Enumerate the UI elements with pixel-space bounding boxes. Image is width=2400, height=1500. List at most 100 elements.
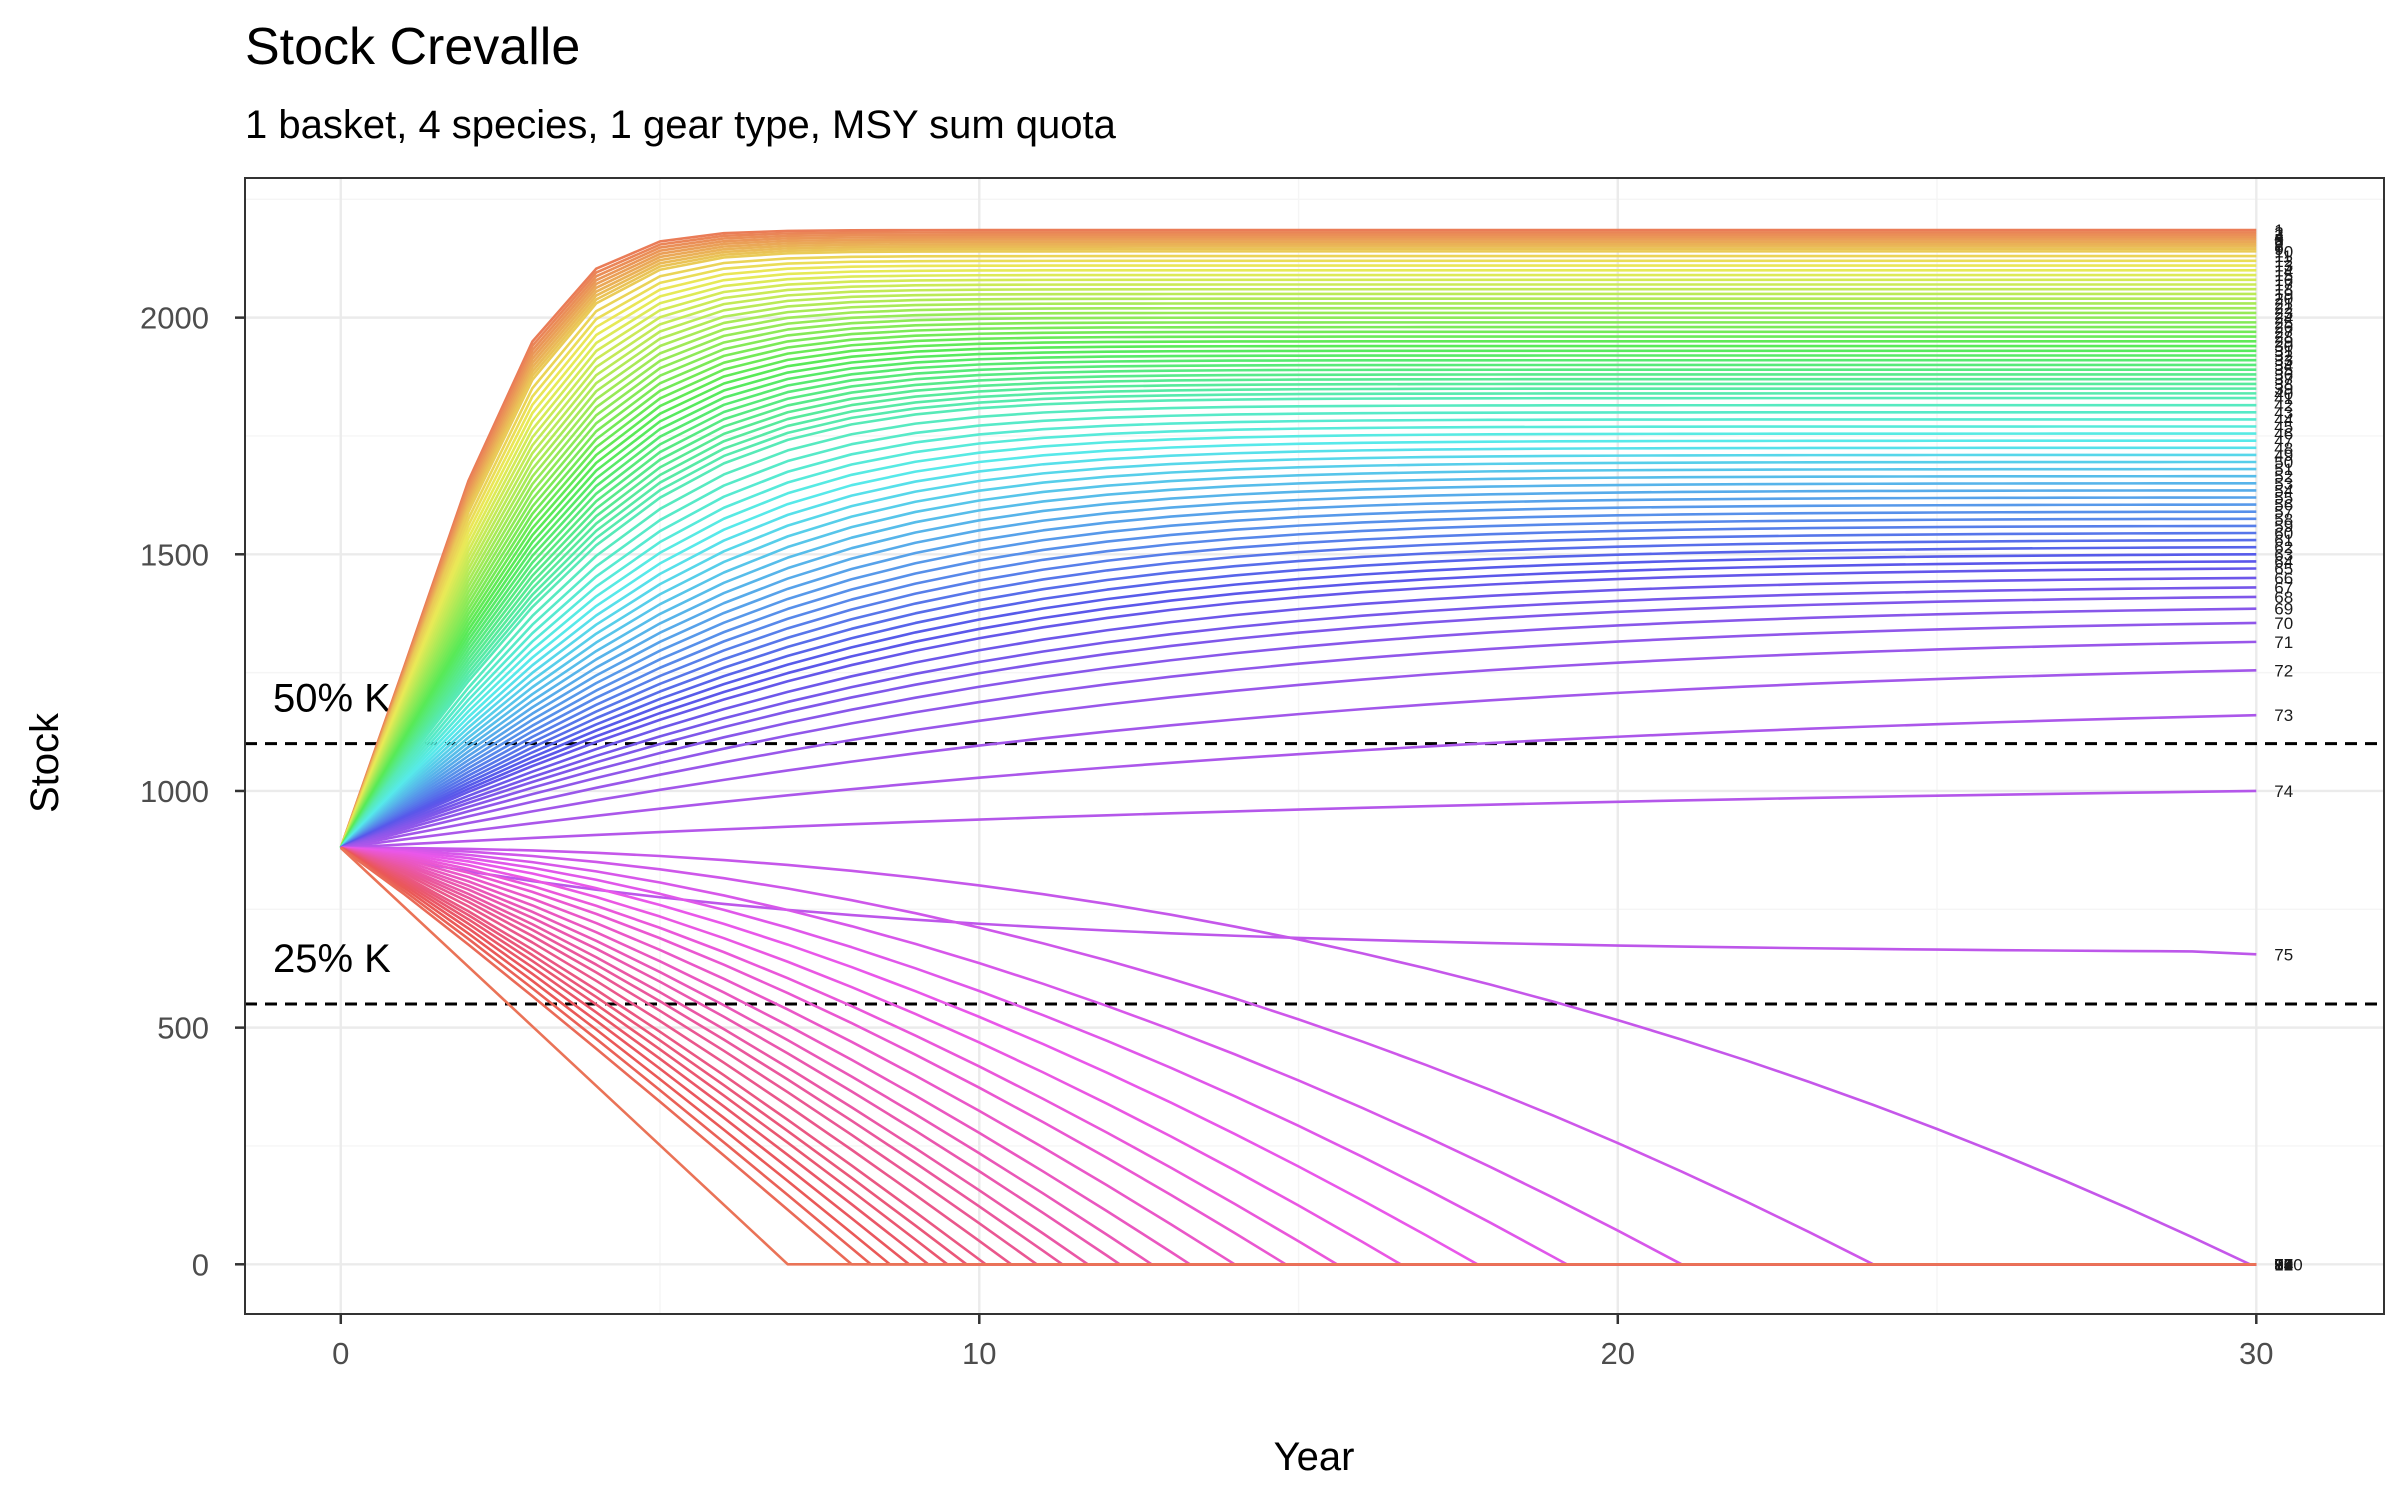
series-end-label: 17 <box>2274 276 2293 295</box>
series-line-4 <box>339 235 2257 849</box>
series-end-label: 54 <box>2274 481 2293 500</box>
series-line-44 <box>339 418 2257 849</box>
series-line-68 <box>340 595 2257 849</box>
series-end-label: 67 <box>2274 578 2293 597</box>
series-line-51 <box>339 467 2257 849</box>
series-end-label: 16 <box>2274 271 2293 290</box>
series-line-66 <box>340 576 2257 849</box>
series-line-53 <box>339 482 2257 849</box>
series-line-65 <box>340 567 2257 849</box>
series-line-3 <box>339 233 2257 849</box>
series-line-60 <box>340 531 2257 849</box>
series-end-label: 31 <box>2274 342 2293 361</box>
series-end-label: 74 <box>2274 782 2293 801</box>
axes: 0 10 20 30 0 500 1000 1500 2000 <box>140 301 2274 1371</box>
reference-line-label: 50% K <box>273 677 391 721</box>
series-end-label: 6 <box>2274 233 2283 252</box>
series-line-47 <box>339 439 2257 849</box>
series-line-37 <box>339 377 2257 849</box>
series-end-label: 62 <box>2274 538 2293 557</box>
series-end-label: 15 <box>2274 266 2293 285</box>
series-end-label: 9 <box>2274 240 2283 259</box>
series-line-20 <box>339 297 2257 849</box>
series-end-label: 81 <box>2274 1255 2293 1274</box>
series-end-label: 90 <box>2274 1255 2293 1274</box>
series-line-76 <box>340 846 2257 1266</box>
x-tick-label: 20 <box>1601 1336 1635 1371</box>
series-line-14 <box>339 269 2257 849</box>
series-line-19 <box>339 292 2257 849</box>
series-end-label: 96 <box>2274 1255 2293 1274</box>
chart-subtitle: 1 basket, 4 species, 1 gear type, MSY su… <box>245 103 1117 147</box>
series-end-label: 63 <box>2274 545 2293 564</box>
series-line-5 <box>339 238 2257 849</box>
series-end-label: 56 <box>2274 496 2293 515</box>
series-end-label: 77 <box>2274 1255 2293 1274</box>
series-line-43 <box>339 411 2257 849</box>
series-line-7 <box>339 242 2257 849</box>
series-line-6 <box>339 240 2257 849</box>
series-end-label: 55 <box>2274 489 2293 508</box>
series-end-label: 43 <box>2274 403 2293 422</box>
series-line-62 <box>340 545 2257 849</box>
series-line-69 <box>340 607 2257 850</box>
series-end-label: 95 <box>2274 1255 2293 1274</box>
series-line-25 <box>339 321 2257 849</box>
series-end-label: 48 <box>2274 439 2293 458</box>
series-line-2 <box>339 231 2257 849</box>
series-end-label: 1 <box>2274 221 2283 240</box>
series-line-46 <box>339 432 2257 849</box>
series-line-13 <box>339 264 2257 849</box>
y-tick-label: 500 <box>157 1011 209 1046</box>
series-end-label: 64 <box>2274 552 2293 571</box>
series-line-17 <box>339 283 2257 849</box>
series-line-63 <box>340 553 2257 849</box>
series-line-30 <box>339 344 2257 849</box>
series-end-label: 92 <box>2274 1255 2293 1274</box>
series-line-35 <box>339 368 2257 849</box>
series-end-label: 30 <box>2274 337 2293 356</box>
series-line-41 <box>339 396 2257 849</box>
series-end-label: 10 <box>2274 242 2293 261</box>
series-end-label: 72 <box>2274 661 2293 680</box>
series-end-label: 68 <box>2274 588 2293 607</box>
series-end-label: 22 <box>2274 299 2293 318</box>
series-end-label: 36 <box>2274 365 2293 384</box>
series-end-label: 11 <box>2274 247 2292 266</box>
series-line-72 <box>340 668 2257 850</box>
series-line-31 <box>339 349 2257 849</box>
series-line-75 <box>340 846 2257 956</box>
series-line-40 <box>339 392 2257 849</box>
series-end-label: 44 <box>2274 410 2293 429</box>
series-line-100 <box>339 846 2257 1266</box>
series-end-label: 35 <box>2274 361 2293 380</box>
series-end-label: 100 <box>2274 1255 2302 1274</box>
series-end-label: 40 <box>2274 384 2293 403</box>
series-end-label: 18 <box>2274 280 2293 299</box>
series-line-23 <box>339 311 2257 849</box>
series-line-21 <box>339 302 2257 849</box>
y-tick-label: 1500 <box>140 537 209 572</box>
x-tick-label: 10 <box>962 1336 996 1371</box>
series-end-label: 51 <box>2274 460 2293 479</box>
series-line-56 <box>340 503 2257 849</box>
series-end-label: 91 <box>2274 1255 2293 1274</box>
series-end-label: 87 <box>2274 1255 2293 1274</box>
series-end-label: 73 <box>2274 706 2293 725</box>
series-end-label: 80 <box>2274 1255 2293 1274</box>
series-end-label: 79 <box>2274 1255 2293 1274</box>
y-tick-label: 2000 <box>140 301 209 336</box>
series-line-59 <box>340 524 2257 849</box>
y-axis-title: Stock <box>23 712 67 813</box>
series-line-18 <box>339 287 2257 849</box>
series-line-58 <box>340 517 2257 849</box>
series-end-label: 7 <box>2274 235 2283 254</box>
series-end-label: 28 <box>2274 328 2293 347</box>
series-end-label: 58 <box>2274 510 2293 529</box>
series-line-36 <box>339 373 2257 849</box>
series-end-label: 86 <box>2274 1255 2293 1274</box>
series-end-label: 33 <box>2274 351 2293 370</box>
x-tick-label: 0 <box>332 1336 349 1371</box>
x-tick-label: 30 <box>2239 1336 2273 1371</box>
reference-lines: 50% K 25% K <box>245 677 2384 1006</box>
